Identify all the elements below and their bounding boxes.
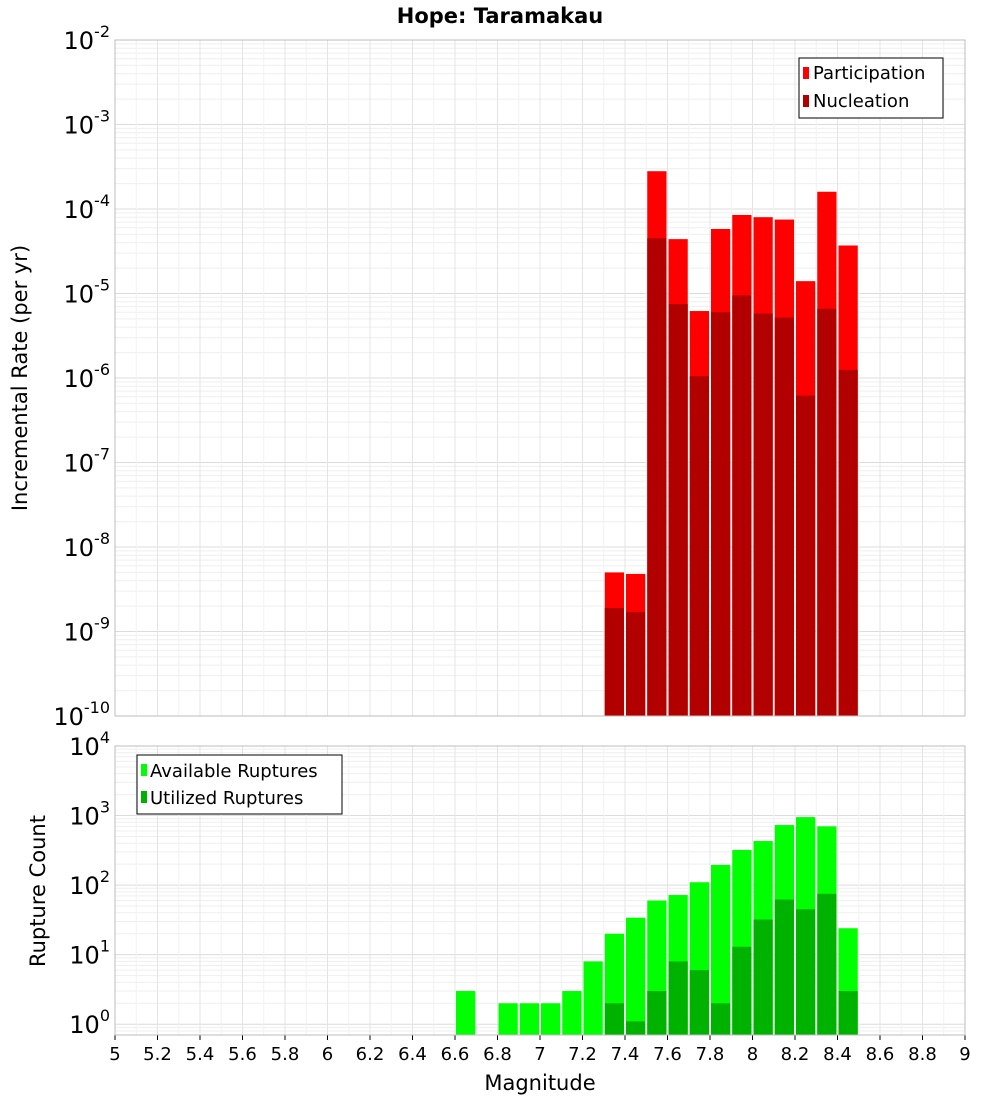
bottom-bars [456,817,858,1035]
bar-utilized-ruptures-10 [689,970,709,1035]
x-tick-label: 6.8 [483,1044,512,1065]
x-tick-label: 5 [109,1044,120,1065]
bar-available-ruptures-7 [626,917,646,1035]
bottom-x-ticks: 5 5.2 5.4 5.6 5.8 6 6.2 6.4 6.6 6.8 7 7.2 7.4 7.6 7.8 8… [109,1035,971,1065]
top-y-axis-label: Incremental Rate (per yr) [8,245,32,511]
y-tick-label: 101 [69,937,110,970]
y-tick-label: 10-5 [64,276,111,309]
x-tick-label: 5.4 [186,1044,215,1065]
bar-available-ruptures-11 [711,864,731,1035]
bar-nucleation-7 [753,313,773,716]
y-tick-label: 102 [69,867,110,900]
legend-label-participation: Participation [813,63,925,84]
x-tick-label: 7.6 [653,1044,682,1065]
x-tick-label: 6.2 [356,1044,385,1065]
bar-nucleation-10 [817,308,837,716]
x-tick-label: 6.4 [398,1044,427,1065]
bar-nucleation-5 [711,312,731,716]
x-tick-label: 7.2 [568,1044,597,1065]
x-tick-label: 7.4 [611,1044,640,1065]
bar-utilized-ruptures-16 [817,893,837,1035]
y-tick-label: 10-3 [64,107,111,140]
top-y-ticks: 10-10 10-9 10-8 10-7 10-6 10-5 10-4 10-3 10-2 [53,22,110,731]
x-tick-label: 8 [747,1044,758,1065]
top-grid [114,39,966,717]
bar-available-ruptures-0 [456,991,476,1035]
bottom-y-ticks: 100 101 102 103 104 [69,728,110,1039]
bar-available-ruptures-5 [583,961,603,1035]
top-bars [604,171,858,717]
y-tick-label: 100 [69,1006,110,1039]
bottom-y-axis-label: Rupture Count [26,815,50,967]
bar-utilized-ruptures-13 [753,919,773,1035]
x-tick-label: 8.6 [866,1044,895,1065]
legend-swatch-available [141,764,147,776]
x-tick-label: 6 [322,1044,333,1065]
bar-nucleation-8 [774,317,794,716]
bar-available-ruptures-2 [519,1003,539,1035]
bar-nucleation-2 [647,238,667,717]
x-tick-label: 7 [534,1044,545,1065]
legend-swatch-utilized [141,791,147,803]
bottom-legend: Available Ruptures Utilized Ruptures [136,754,343,815]
bar-utilized-ruptures-15 [796,909,816,1035]
bar-utilized-ruptures-6 [604,1003,624,1035]
bar-nucleation-0 [604,607,624,716]
y-tick-label: 103 [69,798,110,831]
bar-utilized-ruptures-8 [647,991,667,1035]
x-tick-label: 5.6 [228,1044,257,1065]
y-tick-label: 10-7 [64,445,111,478]
bar-utilized-ruptures-7 [626,1021,646,1035]
bar-available-ruptures-1 [498,1003,518,1035]
top-legend: Participation Nucleation [798,57,944,119]
bar-nucleation-4 [689,376,709,716]
bar-utilized-ruptures-12 [732,946,752,1035]
bar-nucleation-11 [838,369,858,716]
bar-utilized-ruptures-11 [711,1003,731,1035]
x-tick-label: 8.4 [823,1044,852,1065]
bar-utilized-ruptures-9 [668,961,688,1035]
y-tick-label: 10-10 [53,698,110,731]
x-tick-label: 8.8 [908,1044,937,1065]
bar-nucleation-6 [732,295,752,716]
chart-title: Hope: Taramakau [397,4,603,28]
y-tick-label: 10-2 [64,22,111,55]
bar-nucleation-3 [668,304,688,716]
bar-nucleation-9 [796,395,816,716]
y-tick-label: 10-8 [64,529,111,562]
y-tick-label: 104 [69,728,110,761]
bar-utilized-ruptures-17 [838,991,858,1035]
x-tick-label: 6.6 [441,1044,470,1065]
x-tick-label: 9 [959,1044,970,1065]
x-tick-label: 8.2 [781,1044,810,1065]
x-tick-label: 5.2 [143,1044,172,1065]
x-axis-label: Magnitude [484,1071,595,1095]
bar-nucleation-1 [626,612,646,716]
bar-available-ruptures-4 [562,991,582,1035]
x-tick-label: 5.8 [271,1044,300,1065]
legend-swatch-nucleation [803,95,809,107]
bar-utilized-ruptures-14 [774,899,794,1035]
x-tick-label: 7.8 [696,1044,725,1065]
legend-label-nucleation: Nucleation [813,91,909,112]
legend-label-available: Available Ruptures [150,761,318,782]
bar-available-ruptures-3 [541,1003,561,1035]
y-tick-label: 10-9 [64,614,111,647]
legend-label-utilized: Utilized Ruptures [150,788,303,809]
legend-swatch-participation [803,67,809,79]
y-tick-label: 10-4 [64,191,111,224]
y-tick-label: 10-6 [64,360,111,393]
